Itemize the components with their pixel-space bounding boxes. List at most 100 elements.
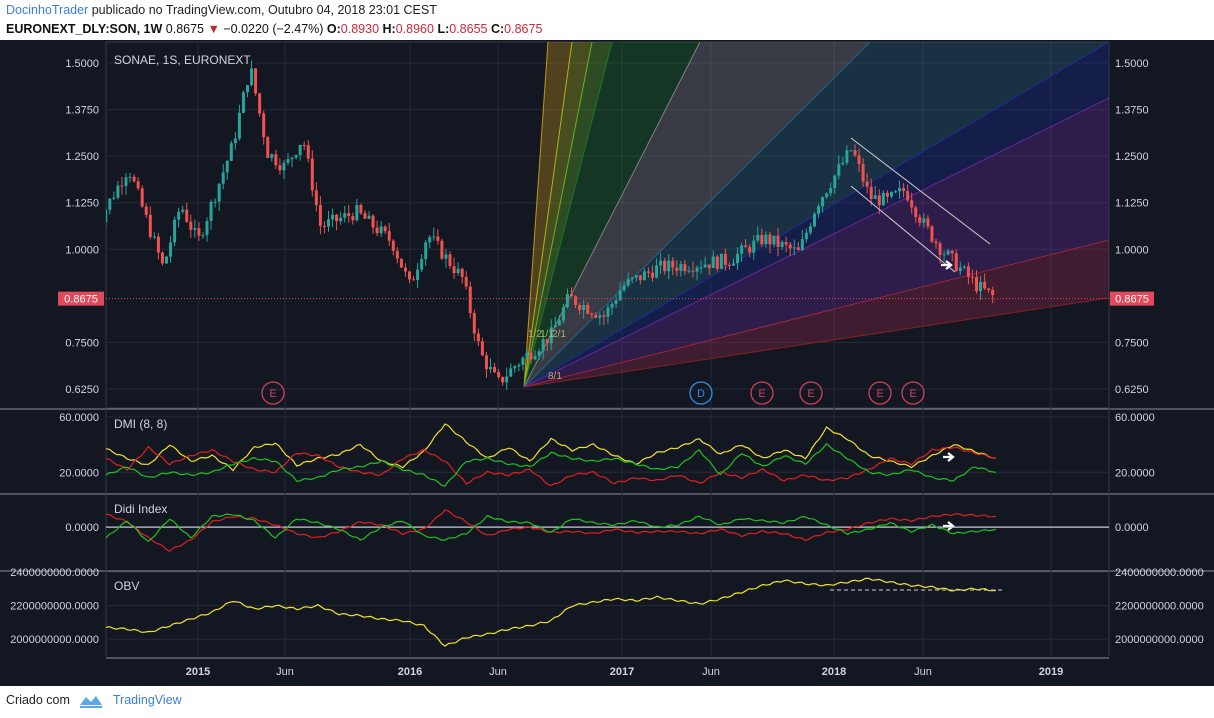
x-tick-label: Jun — [914, 666, 932, 678]
candle-body — [898, 188, 902, 192]
candle-body — [744, 245, 748, 248]
candle-body — [671, 260, 675, 268]
candle-body — [428, 237, 432, 243]
candle-body — [169, 242, 173, 257]
earnings-marker — [689, 381, 713, 405]
pane-title: DMI (8, 8) — [114, 417, 167, 431]
pane-y-tick-left: 2200000000.0000 — [10, 601, 99, 613]
candle-body — [699, 267, 703, 269]
tradingview-link[interactable]: TradingView — [112, 693, 182, 707]
fib-fan-line — [523, 42, 549, 388]
candle-body — [351, 216, 355, 221]
candle-body — [327, 219, 330, 227]
candle-body — [930, 226, 934, 242]
x-tick-label: 2019 — [1039, 666, 1063, 678]
candle-body — [229, 143, 233, 161]
candle-body — [687, 270, 691, 272]
candle-body — [975, 277, 978, 292]
candle-body — [197, 228, 201, 236]
candle-body — [918, 216, 922, 223]
down-arrow-icon: ▼ — [207, 22, 220, 36]
indicator-panes: 60.0000 60.0000 20.0000 20.0000 DMI (8, 8) 0.… — [10, 412, 1204, 647]
footer: Criado com TradingView — [6, 693, 182, 708]
candle-body — [108, 198, 112, 210]
fib-fan-line — [523, 42, 573, 388]
candle-body — [140, 188, 144, 207]
open-label: O: — [326, 22, 341, 36]
candle-body — [561, 307, 565, 321]
candle-body — [723, 253, 727, 265]
candle-body — [606, 307, 610, 317]
fib-fan-line — [523, 42, 593, 388]
candle-body — [318, 205, 322, 226]
candle-body — [339, 217, 343, 222]
x-tick-label: Jun — [276, 666, 294, 678]
candle-body — [209, 201, 213, 222]
candle-body — [160, 252, 164, 264]
y-tick-label-left: 1.0000 — [65, 244, 99, 256]
high-value: 0.8960 — [395, 22, 434, 36]
candle-body — [853, 150, 857, 156]
candle-body — [736, 253, 740, 264]
candle-body — [740, 245, 744, 254]
candle-body — [278, 165, 282, 171]
candle-body — [950, 250, 954, 254]
candle-body — [651, 272, 654, 278]
y-tick-label-left: 1.3750 — [65, 105, 99, 117]
candle-body — [788, 244, 792, 249]
candle-body — [545, 339, 549, 344]
candle-body — [675, 267, 679, 271]
candle-body — [756, 234, 760, 241]
candle-body — [679, 264, 683, 271]
candle-body — [695, 267, 699, 272]
x-tick-label: Jun — [489, 666, 507, 678]
chart-area[interactable]: 0.8675 0.8675 1/21/12/1 8/1 E D E E E E SONAE, 1S,… — [0, 40, 1214, 686]
main-pane-title: SONAE, 1S, EURONEXT — [114, 53, 251, 67]
candle-body — [513, 366, 517, 369]
close-label: C: — [490, 22, 505, 36]
candle-body — [970, 276, 974, 278]
candle-body — [106, 209, 108, 223]
candle-body — [821, 197, 825, 207]
candle-body — [938, 243, 942, 255]
candle-body — [420, 259, 424, 270]
candle-body — [225, 160, 229, 173]
candle-body — [987, 288, 991, 290]
pane-y-tick-right: 2000000000.0000 — [1115, 634, 1204, 646]
candle-body — [663, 260, 667, 272]
axes: 2015 Jun 2016 Jun 2017 Jun 2018 Jun 2019 1.5000 1.… — [65, 58, 1148, 678]
candle-body — [707, 264, 711, 268]
candle-body — [412, 279, 416, 281]
candle-body — [177, 211, 181, 220]
fib-fan-line — [523, 42, 871, 388]
candle-body — [889, 192, 893, 197]
candle-body — [408, 271, 411, 280]
y-tick-label-right: 1.2500 — [1115, 151, 1149, 163]
candle-body — [144, 206, 148, 215]
last-price-tag-right — [1110, 291, 1154, 306]
pane-y-tick-left: 0.0000 — [65, 522, 99, 534]
candle-body — [452, 266, 456, 274]
candle-body — [286, 159, 290, 163]
candle-body — [270, 154, 274, 158]
author-link[interactable]: DocinhoTrader — [6, 3, 89, 17]
tradingview-logo-icon[interactable] — [79, 694, 103, 708]
candle-body — [375, 227, 379, 234]
y-tick-label-right: 0.7500 — [1115, 337, 1149, 349]
candle-body — [432, 236, 436, 238]
candle-body — [246, 85, 249, 93]
candle-body — [120, 185, 124, 187]
candle-body — [205, 221, 209, 236]
pane-y-tick-left: 2000000000.0000 — [10, 634, 99, 646]
candle-body — [399, 258, 403, 268]
pane-y-tick-left: 2400000000.0000 — [10, 567, 99, 579]
candle-body — [254, 68, 258, 94]
candle-body — [237, 112, 241, 139]
candle-body — [861, 164, 865, 182]
candle-body — [472, 313, 476, 334]
candle-body — [582, 305, 586, 310]
candle-body — [837, 164, 841, 176]
candle-body — [845, 150, 849, 163]
y-tick-label-right: 1.5000 — [1115, 58, 1149, 70]
candle-body — [715, 256, 719, 269]
